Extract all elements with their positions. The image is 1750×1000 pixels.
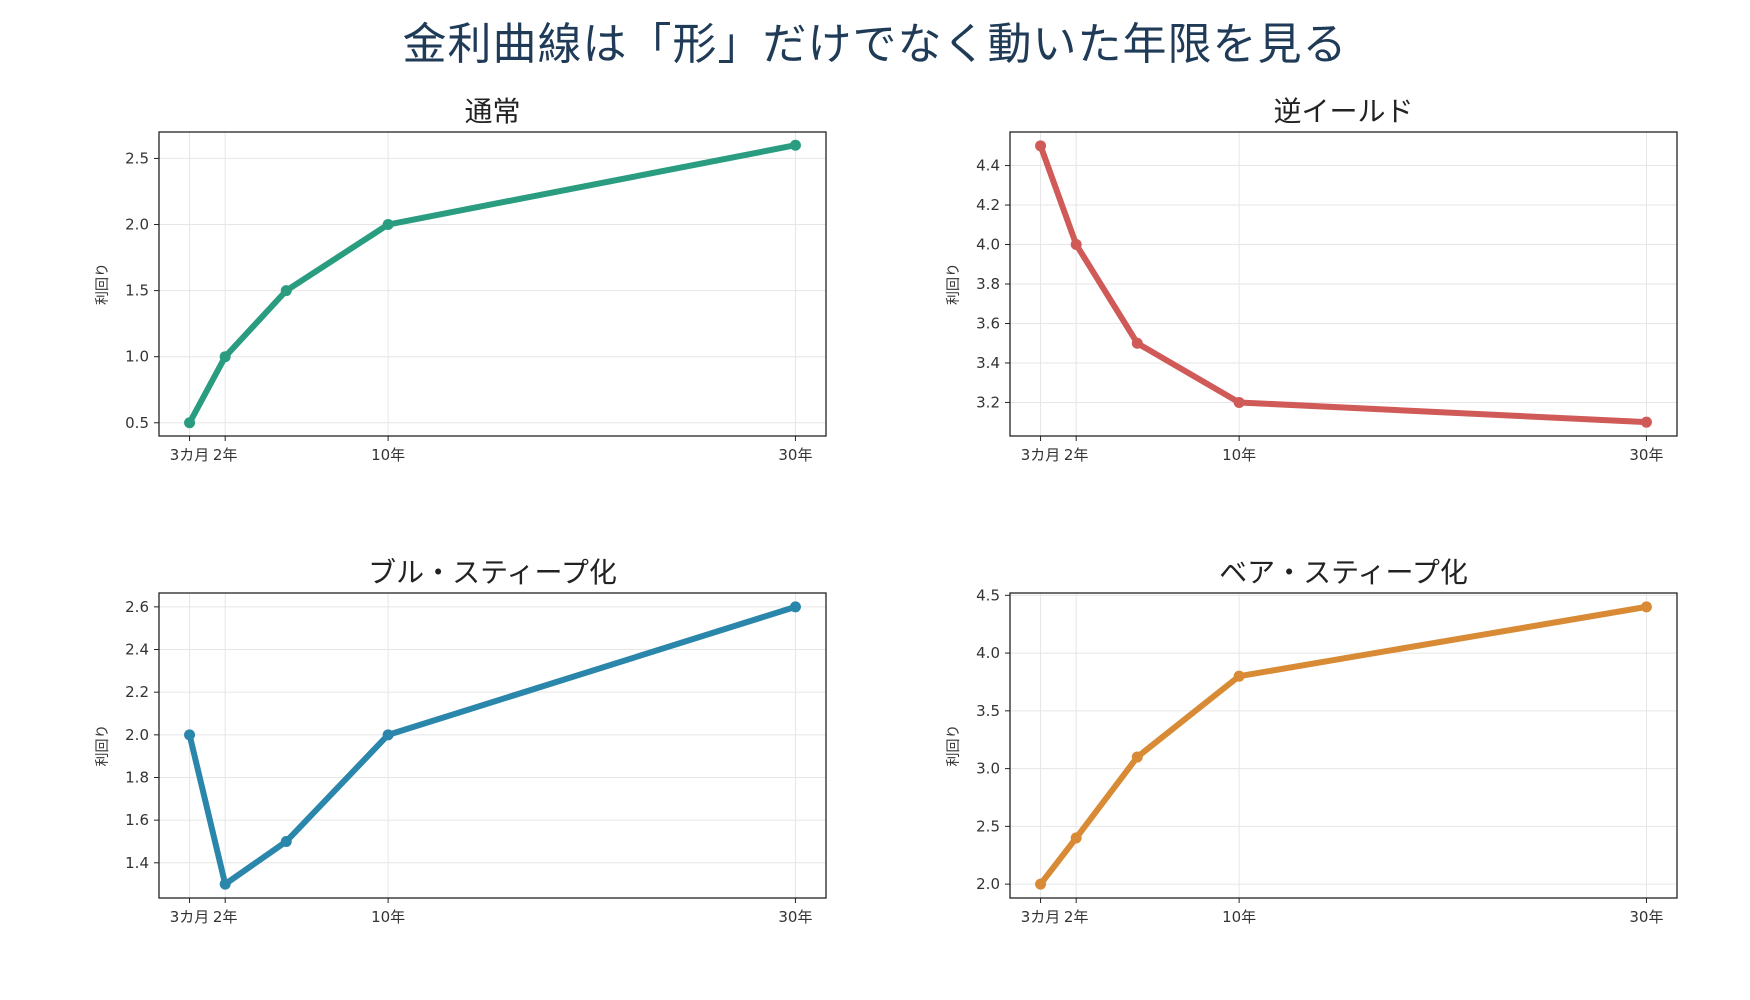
data-point xyxy=(1640,416,1652,428)
y-tick-label: 1.0 xyxy=(125,348,149,366)
panel-title: 通常 xyxy=(464,95,520,128)
x-tick-label: 10年 xyxy=(371,908,405,926)
y-tick-label: 4.2 xyxy=(976,196,1000,214)
plot-area-frame xyxy=(1009,131,1678,437)
x-tick-label: 2年 xyxy=(1064,446,1089,464)
x-tick-label: 3カ月 xyxy=(1021,908,1061,926)
data-point xyxy=(219,878,231,890)
y-tick-label: 2.5 xyxy=(976,817,1000,835)
y-tick-label: 2.0 xyxy=(125,216,149,234)
y-tick-label: 2.4 xyxy=(125,641,149,659)
x-tick-label: 10年 xyxy=(371,446,405,464)
data-point xyxy=(1070,832,1082,844)
y-tick-label: 2.0 xyxy=(976,875,1000,893)
data-point xyxy=(382,729,394,741)
x-tick-label: 2年 xyxy=(1064,908,1089,926)
y-tick-label: 4.5 xyxy=(976,586,1000,604)
chart-panel-4: 2.0 2.5 3.0 3.5 4.0 4.5 3カ月 2年 10年 30年 ベア・スティープ化利回… xyxy=(946,556,1678,926)
plot-area-frame xyxy=(158,592,827,899)
y-tick-label: 2.0 xyxy=(125,726,149,744)
series-line xyxy=(186,142,799,426)
y-tick-label: 3.6 xyxy=(976,314,1000,332)
x-tick-label: 30年 xyxy=(1629,908,1663,926)
data-point xyxy=(1233,670,1245,682)
x-tick-label: 30年 xyxy=(778,908,812,926)
data-point xyxy=(1233,396,1245,408)
panel-title: ブル・スティープ化 xyxy=(368,556,617,589)
y-tick-label: 1.6 xyxy=(125,811,149,829)
y-tick-label: 3.8 xyxy=(976,275,1000,293)
plot-area-frame xyxy=(1009,592,1678,899)
x-tick-label: 10年 xyxy=(1222,908,1256,926)
y-tick-label: 2.6 xyxy=(125,598,149,616)
y-tick-label: 1.8 xyxy=(125,768,149,786)
y-tick-label: 2.5 xyxy=(125,149,149,167)
x-tick-label: 30年 xyxy=(1629,446,1663,464)
series-line xyxy=(1037,603,1650,888)
y-tick-label: 4.0 xyxy=(976,644,1000,662)
x-tick-label: 2年 xyxy=(213,908,238,926)
y-tick-label: 3.5 xyxy=(976,702,1000,720)
y-tick-label: 1.5 xyxy=(125,282,149,300)
panel-title: 逆イールド xyxy=(1273,95,1413,128)
x-tick-label: 10年 xyxy=(1222,446,1256,464)
y-axis-label: 利回り xyxy=(95,263,111,305)
x-tick-label: 3カ月 xyxy=(170,908,210,926)
data-point xyxy=(184,729,196,741)
y-tick-label: 4.4 xyxy=(976,157,1000,175)
y-tick-label: 3.2 xyxy=(976,393,1000,411)
y-tick-label: 0.5 xyxy=(125,414,149,432)
data-point xyxy=(1035,140,1047,152)
data-point xyxy=(382,219,394,231)
y-tick-label: 4.0 xyxy=(976,236,1000,254)
data-point xyxy=(1640,601,1652,613)
y-axis-label: 利回り xyxy=(946,725,962,767)
y-tick-label: 1.4 xyxy=(125,854,149,872)
figure-title: 金利曲線は「形」だけでなく動いた年限を見る xyxy=(402,19,1348,70)
data-point xyxy=(789,139,801,151)
x-tick-label: 3カ月 xyxy=(1021,446,1061,464)
data-point xyxy=(1131,337,1143,349)
x-tick-label: 30年 xyxy=(778,446,812,464)
x-tick-label: 2年 xyxy=(213,446,238,464)
y-tick-label: 3.4 xyxy=(976,354,1000,372)
data-point xyxy=(789,601,801,613)
data-point xyxy=(1070,239,1082,251)
y-axis-label: 利回り xyxy=(95,725,111,767)
panel-title: ベア・スティープ化 xyxy=(1219,556,1468,589)
x-tick-label: 3カ月 xyxy=(170,446,210,464)
data-point xyxy=(184,417,196,429)
plot-area-frame xyxy=(158,131,827,437)
y-axis-label: 利回り xyxy=(946,263,962,305)
y-tick-label: 2.2 xyxy=(125,683,149,701)
data-point xyxy=(1131,751,1143,763)
data-point xyxy=(219,351,231,363)
series-line xyxy=(186,603,799,888)
data-point xyxy=(1035,878,1047,890)
data-point xyxy=(280,835,292,847)
y-tick-label: 3.0 xyxy=(976,760,1000,778)
chart-panel-3: 1.4 1.6 1.8 2.0 2.2 2.4 2.6 3カ月 2年 10年 30年 ブル・スティープ… xyxy=(95,556,827,926)
data-point xyxy=(280,285,292,297)
